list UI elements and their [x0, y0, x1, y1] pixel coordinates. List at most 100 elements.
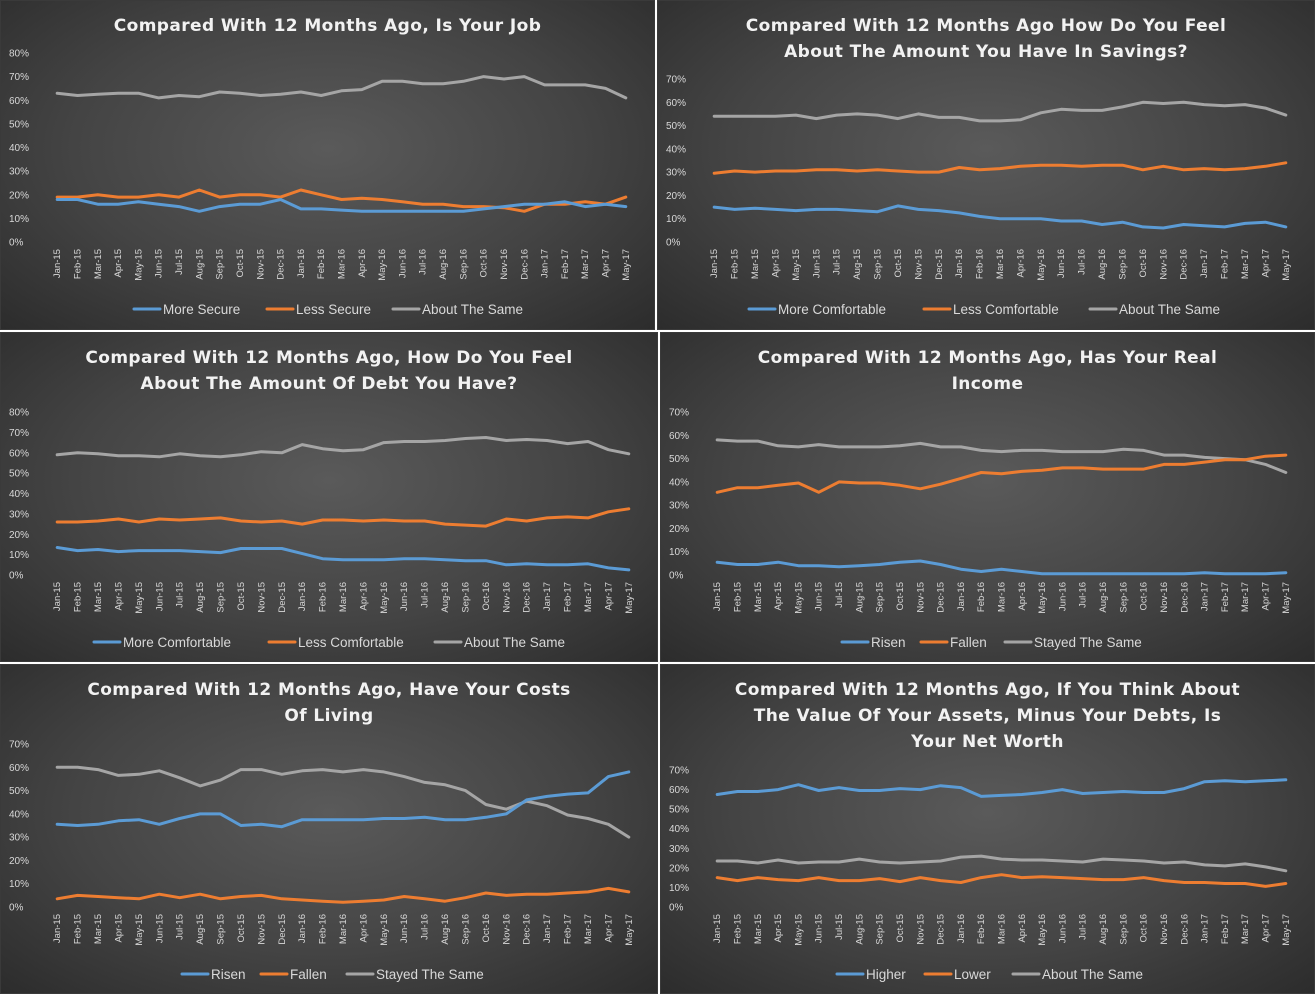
- y-tick-label: 10%: [666, 214, 686, 225]
- y-tick-label: 40%: [669, 477, 689, 488]
- x-tick-label: Feb-15: [730, 249, 741, 279]
- legend-label: About The Same: [464, 635, 565, 650]
- x-tick-label: Feb-15: [73, 914, 84, 944]
- y-tick-label: 10%: [9, 214, 29, 225]
- x-tick-label: Jan-16: [954, 249, 965, 278]
- x-tick-label: Feb-16: [316, 249, 327, 279]
- y-tick-label: 20%: [669, 524, 689, 535]
- x-tick-label: Feb-15: [72, 249, 83, 279]
- y-tick-label: 40%: [9, 143, 29, 154]
- x-tick-label: Mar-16: [997, 914, 1008, 944]
- x-tick-label: Nov-16: [501, 914, 512, 945]
- x-tick-label: Apr-17: [603, 914, 614, 943]
- x-tick-label: Jul-15: [832, 249, 843, 275]
- x-tick-label: Jun-15: [814, 914, 825, 943]
- x-tick-label: Sep-15: [216, 914, 227, 945]
- x-tick-label: Oct-15: [236, 914, 247, 943]
- x-tick-label: Feb-17: [563, 582, 574, 612]
- x-tick-label: Oct-16: [1139, 582, 1150, 611]
- x-tick-label: Aug-16: [440, 914, 451, 945]
- y-tick-label: 60%: [669, 785, 689, 796]
- legend-label: Risen: [871, 635, 906, 650]
- y-tick-label: 30%: [9, 833, 29, 844]
- y-tick-label: 40%: [666, 144, 686, 155]
- y-tick-label: 10%: [669, 883, 689, 894]
- x-tick-label: Mar-17: [1240, 582, 1251, 612]
- x-tick-label: Dec-15: [936, 582, 947, 613]
- legend-label: Less Secure: [296, 302, 371, 317]
- x-tick-label: Mar-17: [580, 249, 591, 279]
- chart-title-line: The Value Of Your Assets, Minus Your Deb…: [754, 706, 1221, 726]
- x-tick-label: Jun-15: [814, 582, 825, 611]
- x-tick-label: Nov-16: [501, 582, 512, 613]
- y-tick-label: 60%: [9, 96, 29, 107]
- series-line-higher: [715, 778, 1288, 798]
- y-tick-label: 20%: [669, 863, 689, 874]
- x-tick-label: Dec-16: [1179, 249, 1190, 280]
- x-tick-label: Dec-16: [522, 914, 533, 945]
- chart-title-line: Your Net Worth: [910, 732, 1064, 752]
- x-tick-label: Jun-15: [811, 249, 822, 278]
- legend-label: More Comfortable: [778, 302, 886, 317]
- x-tick-label: Jan-15: [52, 582, 63, 611]
- x-tick-label: Oct-16: [481, 582, 492, 611]
- x-tick-label: Oct-16: [481, 914, 492, 943]
- x-tick-label: Mar-17: [583, 582, 594, 612]
- y-tick-label: 70%: [669, 766, 689, 777]
- x-tick-label: May-15: [793, 914, 804, 946]
- series-line-risen: [55, 770, 631, 829]
- y-tick-label: 30%: [9, 167, 29, 178]
- x-tick-label: Nov-16: [499, 249, 510, 280]
- x-tick-label: May-16: [1036, 249, 1047, 281]
- x-tick-label: Aug-16: [1098, 582, 1109, 613]
- y-tick-label: 60%: [9, 763, 29, 774]
- x-tick-label: Jul-15: [174, 249, 185, 275]
- x-tick-label: Aug-15: [194, 249, 205, 280]
- x-tick-label: Feb-16: [976, 914, 987, 944]
- chart-svg: Compared With 12 Months Ago, Has Your Re…: [669, 348, 1292, 650]
- chart-title-line: Compared With 12 Months Ago, If You Thin…: [735, 680, 1240, 700]
- x-tick-label: Jun-16: [397, 249, 408, 278]
- x-tick-label: Jul-16: [420, 914, 431, 940]
- x-tick-label: Jan-16: [297, 914, 308, 943]
- x-tick-label: Mar-16: [337, 249, 348, 279]
- x-tick-label: Apr-17: [1261, 582, 1272, 611]
- x-tick-label: Jan-15: [712, 914, 723, 943]
- legend-label: Risen: [211, 967, 246, 982]
- x-tick-label: Jun-16: [399, 914, 410, 943]
- x-tick-label: Sep-16: [458, 249, 469, 280]
- y-tick-label: 70%: [9, 740, 29, 751]
- x-tick-label: May-17: [1281, 914, 1292, 946]
- x-tick-label: Jun-16: [1057, 914, 1068, 943]
- x-tick-label: Dec-15: [934, 249, 945, 280]
- series-line-risen: [715, 559, 1288, 576]
- x-tick-label: Jan-15: [709, 249, 720, 278]
- y-tick-label: 0%: [666, 238, 681, 249]
- x-tick-label: Jun-15: [154, 582, 165, 611]
- legend-label: About The Same: [1042, 967, 1143, 982]
- chart-svg: Compared With 12 Months Ago, Have Your C…: [9, 680, 635, 982]
- x-tick-label: May-16: [379, 582, 390, 614]
- chart-title-line: Compared With 12 Months Ago, Has Your Re…: [758, 348, 1217, 368]
- x-tick-label: May-17: [621, 249, 632, 281]
- x-tick-label: May-16: [377, 249, 388, 281]
- x-tick-label: Jan-17: [1200, 914, 1211, 943]
- chart-title-line: About The Amount You Have In Savings?: [784, 42, 1188, 62]
- x-tick-label: Oct-15: [235, 249, 246, 278]
- y-tick-label: 10%: [9, 879, 29, 890]
- series-line-fallen: [55, 886, 631, 904]
- y-tick-label: 80%: [9, 408, 29, 419]
- x-tick-label: Dec-16: [519, 249, 530, 280]
- x-tick-label: Apr-16: [358, 582, 369, 611]
- x-tick-label: Aug-16: [440, 582, 451, 613]
- x-tick-label: Mar-16: [997, 582, 1008, 612]
- chart-panel-debt: Compared With 12 Months Ago, How Do You …: [0, 332, 658, 662]
- x-tick-label: Feb-16: [976, 582, 987, 612]
- x-tick-label: Sep-16: [1118, 914, 1129, 945]
- legend-label: Less Comfortable: [298, 635, 404, 650]
- y-tick-label: 30%: [9, 509, 29, 520]
- x-tick-label: Nov-16: [1159, 582, 1170, 613]
- legend-label: Fallen: [950, 635, 987, 650]
- x-tick-label: May-16: [379, 914, 390, 946]
- x-tick-label: Aug-15: [852, 249, 863, 280]
